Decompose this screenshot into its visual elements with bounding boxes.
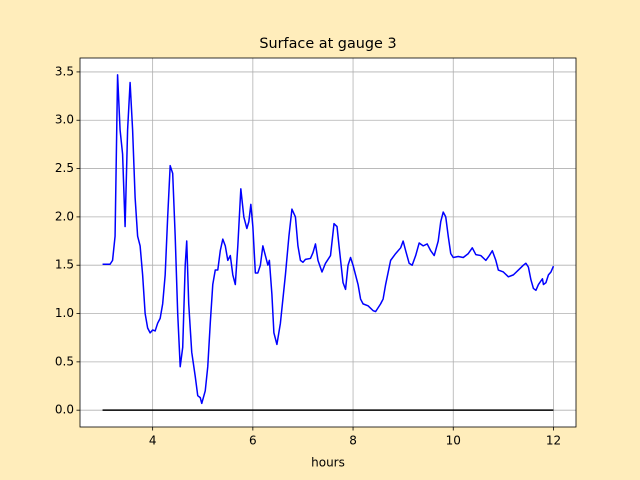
x-tick-label: 6 bbox=[249, 434, 257, 448]
y-tick-label: 0.0 bbox=[55, 403, 74, 417]
x-tick-label: 12 bbox=[546, 434, 561, 448]
plot-layer bbox=[80, 58, 576, 427]
axes-frame bbox=[79, 57, 577, 428]
plot-area bbox=[80, 58, 576, 427]
x-tick-label: 10 bbox=[446, 434, 461, 448]
x-tick-label: 8 bbox=[349, 434, 357, 448]
series-line bbox=[102, 74, 555, 405]
y-tick-label: 0.5 bbox=[55, 354, 74, 368]
chart-title: Surface at gauge 3 bbox=[259, 36, 396, 52]
y-tick-label: 3.0 bbox=[55, 113, 74, 127]
y-tick-label: 1.0 bbox=[55, 306, 74, 320]
y-tick-label: 3.5 bbox=[55, 64, 74, 78]
y-tick-label: 2.0 bbox=[55, 209, 74, 223]
y-tick-label: 1.5 bbox=[55, 258, 74, 272]
y-tick-label: 2.5 bbox=[55, 161, 74, 175]
x-axis-label: hours bbox=[311, 456, 345, 470]
x-tick-label: 4 bbox=[149, 434, 157, 448]
